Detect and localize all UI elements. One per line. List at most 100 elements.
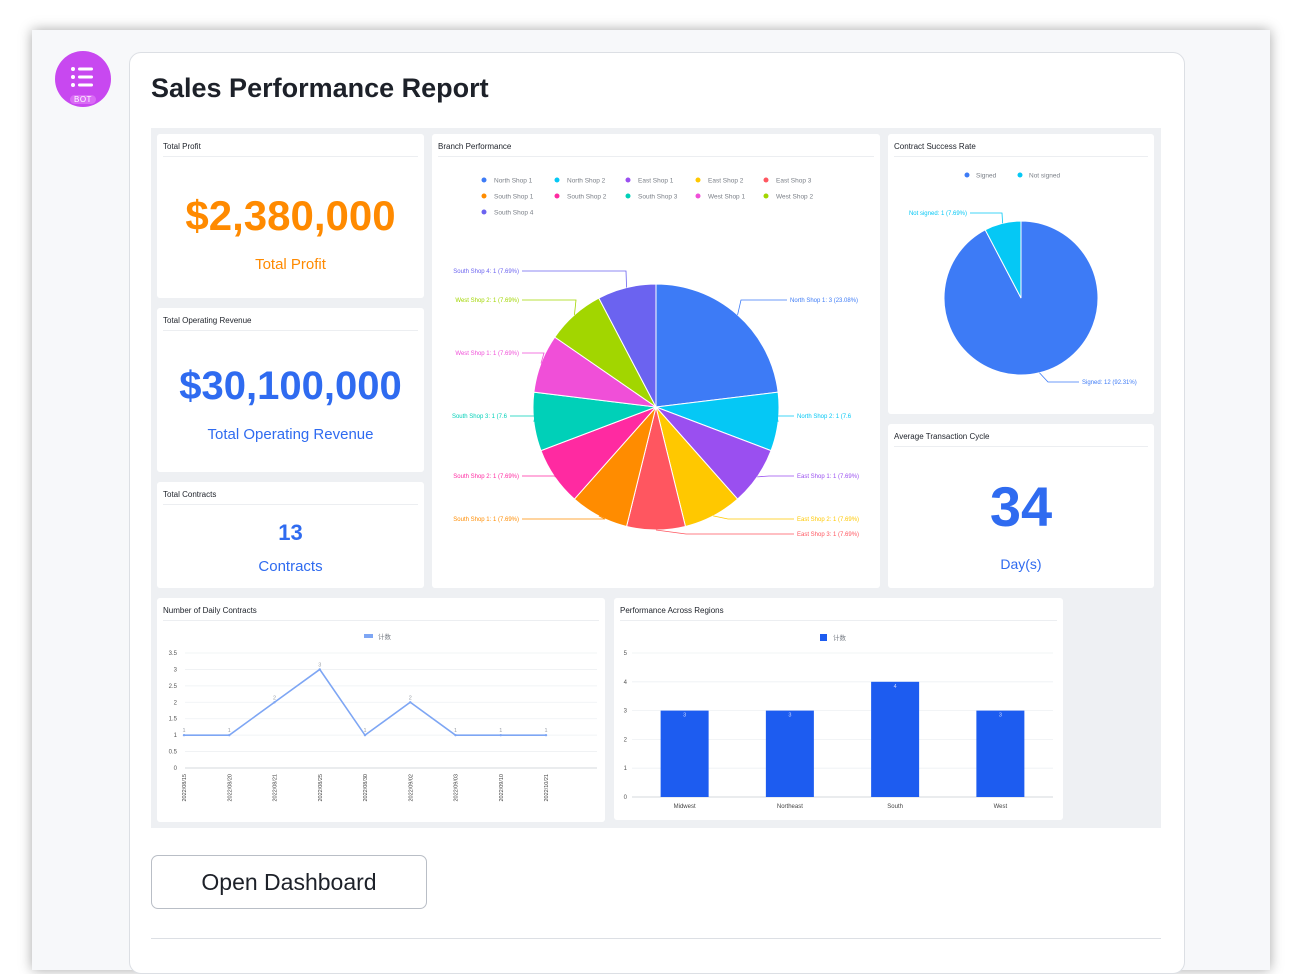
pie-label-line bbox=[757, 475, 794, 478]
legend-marker bbox=[481, 193, 487, 199]
daily-contracts-panel: Number of Daily Contracts 计数 0 0.5 1 1.5 2 2.5… bbox=[157, 598, 605, 822]
legend-marker bbox=[1017, 172, 1023, 178]
legend-item-east-shop-2: East Shop 2 bbox=[708, 178, 744, 185]
y-tick-label: 0.5 bbox=[169, 750, 178, 756]
legend-marker bbox=[964, 172, 970, 178]
x-tick-label: 2022/09/10 bbox=[499, 774, 505, 802]
data-point bbox=[273, 701, 276, 704]
contract-pie-chart: Signed Not signed Signed: 12 (92.31%) Not s… bbox=[909, 172, 1137, 386]
pie-label-line bbox=[522, 270, 627, 288]
contract-success-panel: Contract Success Rate Signed Not signed Si… bbox=[888, 134, 1154, 414]
pie-slice-label: South Shop 4: 1 (7.69%) bbox=[453, 269, 519, 275]
legend-item-west-shop-2: West Shop 2 bbox=[776, 194, 813, 201]
branch-pie-chart: North Shop 1 North Shop 2 East Shop 1 East … bbox=[452, 177, 859, 538]
x-tick-label: 2022/08/21 bbox=[273, 774, 279, 802]
data-label: 4 bbox=[894, 684, 897, 690]
x-tick-label: 2022/09/02 bbox=[408, 774, 414, 802]
pie-slice-label: East Shop 2: 1 (7.69%) bbox=[797, 517, 859, 523]
x-tick-label: Midwest bbox=[674, 804, 696, 810]
legend-item-not-signed: Not signed bbox=[1029, 173, 1060, 180]
data-point bbox=[182, 733, 186, 737]
x-tick-label: 2022/08/25 bbox=[318, 774, 324, 802]
pie-label-line bbox=[522, 515, 606, 520]
pie-label-line bbox=[655, 529, 794, 535]
legend-marker bbox=[554, 177, 560, 183]
y-tick-label: 2.5 bbox=[169, 684, 178, 690]
panel-title: Branch Performance bbox=[438, 142, 512, 151]
report-title: Sales Performance Report bbox=[151, 73, 489, 103]
pie-label-line bbox=[713, 515, 794, 520]
y-tick-label: 1 bbox=[624, 766, 628, 772]
pie-label-line bbox=[522, 299, 577, 315]
list-icon bbox=[71, 67, 93, 87]
divider bbox=[151, 938, 1161, 939]
data-label: 2 bbox=[409, 695, 412, 701]
total-revenue-value: $30,100,000 bbox=[179, 364, 402, 408]
data-point bbox=[499, 733, 502, 737]
bar-south bbox=[871, 681, 920, 797]
pie-slice-label: East Shop 3: 1 (7.69%) bbox=[797, 532, 859, 538]
y-tick-label: 2 bbox=[624, 737, 628, 743]
total-profit-label: Total Profit bbox=[255, 256, 326, 273]
bot-badge: BOT bbox=[70, 95, 96, 104]
legend-item: 计数 bbox=[378, 632, 392, 641]
data-label: 3 bbox=[318, 662, 321, 668]
total-revenue-panel: Total Operating Revenue $30,100,000 Tota… bbox=[157, 308, 424, 472]
legend-item-south-shop-1: South Shop 1 bbox=[494, 194, 534, 201]
legend-marker bbox=[481, 177, 487, 183]
legend-item-signed: Signed bbox=[976, 173, 997, 180]
legend-item-south-shop-3: South Shop 3 bbox=[638, 194, 678, 201]
pie-slice-label: South Shop 1: 1 (7.69%) bbox=[453, 517, 519, 523]
branch-performance-panel: Branch Performance North Shop 1 North Sho… bbox=[432, 134, 880, 588]
legend-marker bbox=[763, 193, 769, 199]
total-contracts-value: 13 bbox=[278, 520, 303, 545]
pie-label-line bbox=[737, 299, 787, 316]
total-profit-panel: Total Profit $2,380,000 Total Profit bbox=[157, 134, 424, 298]
pie-label-line bbox=[522, 475, 566, 478]
legend-item-east-shop-3: East Shop 3 bbox=[776, 178, 812, 185]
legend-item-east-shop-1: East Shop 1 bbox=[638, 178, 674, 185]
legend-marker bbox=[763, 177, 769, 183]
y-tick-label: 3.5 bbox=[169, 651, 178, 657]
pie-label-line bbox=[510, 415, 536, 422]
x-tick-label: 2022/08/20 bbox=[227, 774, 233, 802]
panel-title: Number of Daily Contracts bbox=[163, 606, 257, 615]
legend-item: 计数 bbox=[833, 633, 847, 642]
legend-item-north-shop-2: North Shop 2 bbox=[567, 178, 606, 185]
pie-label-line bbox=[970, 212, 1003, 224]
panel-title: Average Transaction Cycle bbox=[894, 432, 990, 441]
data-label: 1 bbox=[363, 728, 366, 734]
pie-slice-label: Not signed: 1 (7.69%) bbox=[909, 211, 967, 217]
pie-label-line bbox=[776, 415, 794, 422]
data-label: 1 bbox=[499, 728, 502, 734]
y-tick-label: 4 bbox=[624, 680, 628, 686]
pie-slice-label: Signed: 12 (92.31%) bbox=[1082, 380, 1137, 386]
daily-contracts-line-chart: 计数 0 0.5 1 1.5 2 2.5 3 3.5 1 2022/08/15 1 2022/08/20… bbox=[169, 632, 597, 802]
legend-marker bbox=[695, 193, 701, 199]
panel-title: Contract Success Rate bbox=[894, 142, 976, 151]
x-tick-label: South bbox=[887, 804, 903, 810]
bar-midwest bbox=[660, 710, 709, 797]
data-point bbox=[318, 668, 321, 671]
pie-slice-label: West Shop 1: 1 (7.69%) bbox=[455, 351, 519, 357]
legend-marker bbox=[481, 209, 487, 215]
y-tick-label: 3 bbox=[174, 667, 178, 673]
pie-label-line bbox=[1039, 372, 1079, 383]
total-contracts-panel: Total Contracts 13 Contracts bbox=[157, 482, 424, 588]
legend-marker bbox=[364, 634, 373, 638]
total-revenue-label: Total Operating Revenue bbox=[207, 426, 374, 443]
bar-northeast bbox=[765, 710, 814, 797]
data-label: 1 bbox=[454, 728, 457, 734]
data-label: 1 bbox=[182, 728, 185, 734]
data-label: 1 bbox=[544, 728, 547, 734]
legend-marker bbox=[625, 177, 631, 183]
y-tick-label: 5 bbox=[624, 651, 628, 657]
panel-title: Performance Across Regions bbox=[620, 606, 724, 615]
legend-item-south-shop-4: South Shop 4 bbox=[494, 210, 534, 217]
pie-slice-not-signed bbox=[984, 220, 1022, 299]
pie-slice-label: South Shop 3: 1 (7.6 bbox=[452, 414, 508, 420]
avg-cycle-panel: Average Transaction Cycle 34 Day(s) bbox=[888, 424, 1154, 588]
avg-cycle-value: 34 bbox=[989, 475, 1053, 538]
open-dashboard-button[interactable]: Open Dashboard bbox=[151, 855, 427, 909]
y-tick-label: 0 bbox=[174, 766, 178, 772]
